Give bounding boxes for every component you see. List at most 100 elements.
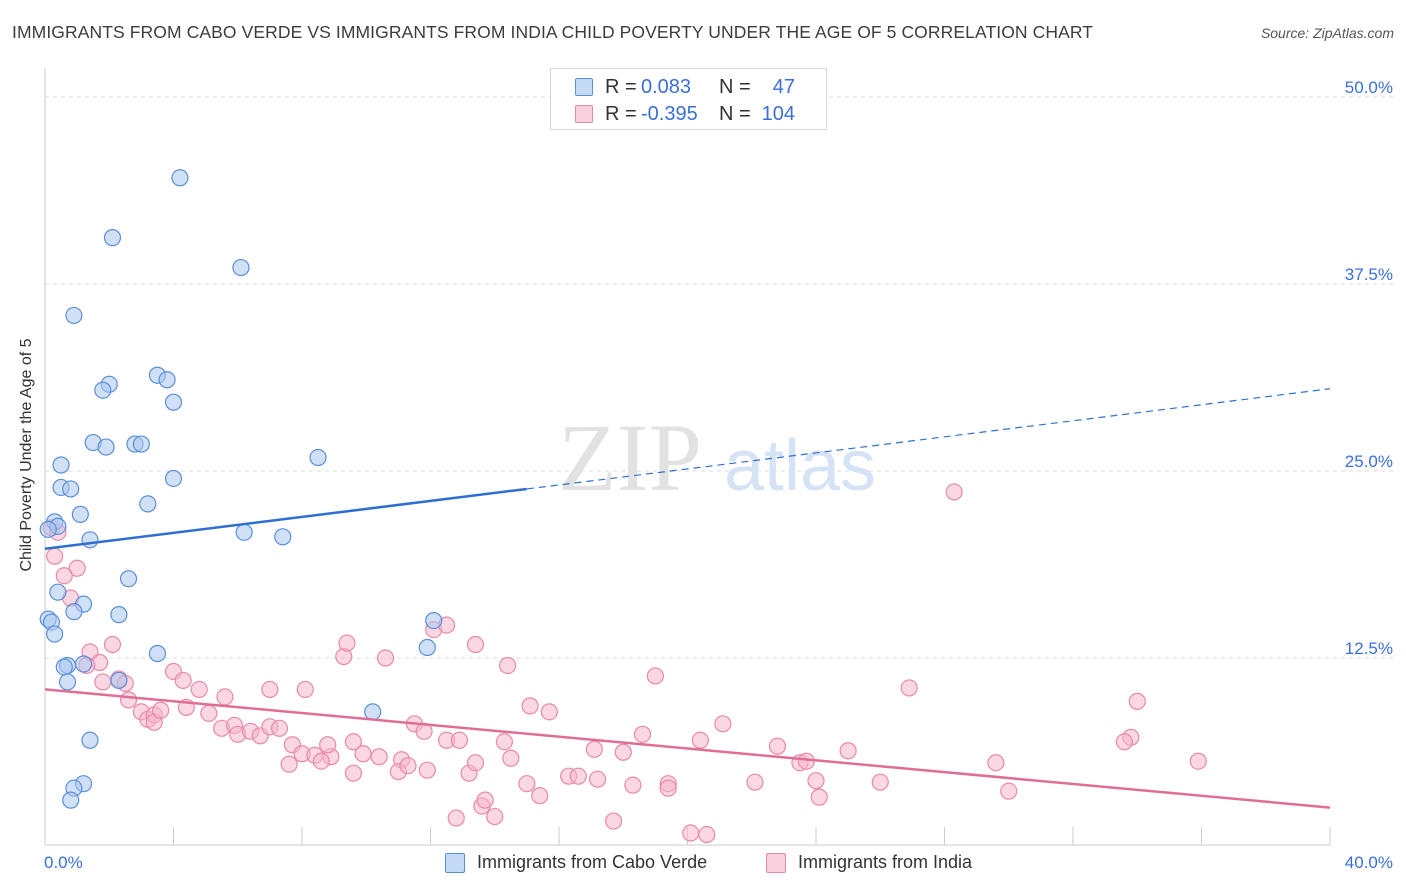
- india-point: [216, 688, 234, 706]
- cabo-verde-point: [65, 603, 83, 621]
- cabo-verde-point: [39, 520, 57, 538]
- legend-r-label: R =: [605, 102, 637, 125]
- india-point: [945, 483, 963, 501]
- cabo-verde-point: [132, 435, 150, 453]
- india-point: [450, 731, 469, 749]
- india-point: [810, 788, 828, 806]
- india-point: [376, 649, 395, 667]
- chart-title: IMMIGRANTS FROM CABO VERDE VS IMMIGRANTS…: [12, 22, 1094, 42]
- india-point: [344, 764, 362, 782]
- legend-r-label: R =: [605, 75, 637, 98]
- india-point: [319, 736, 337, 754]
- india-point: [714, 715, 732, 733]
- cabo-verde-point: [62, 480, 80, 498]
- legend-row-cabo-verde: R = 0.083 N = 47: [575, 76, 795, 98]
- watermark-atlas: atlas: [724, 426, 876, 506]
- bottom-legend-swatch-blue: [445, 852, 465, 873]
- cabo-verde-point: [164, 469, 183, 488]
- india-point: [466, 635, 485, 654]
- india-point: [521, 697, 539, 715]
- y-tick-labels: 12.5% 25.0% 37.5% 50.0%: [1345, 78, 1393, 658]
- india-point: [296, 680, 314, 699]
- cabo-verde-point: [164, 393, 183, 411]
- india-point: [103, 635, 122, 654]
- cabo-verde-points: [39, 169, 443, 809]
- cabo-verde-point: [81, 531, 99, 549]
- india-point: [68, 559, 86, 577]
- y-tick-label: 50.0%: [1345, 78, 1393, 97]
- india-point: [797, 752, 815, 770]
- india-point: [55, 567, 73, 585]
- legend-n-label: N =: [719, 75, 751, 98]
- india-point: [605, 812, 623, 830]
- india-point: [280, 755, 298, 773]
- y-tick-label: 25.0%: [1345, 452, 1393, 471]
- india-point: [900, 679, 918, 697]
- cabo-verde-point: [65, 306, 83, 325]
- cabo-verde-point: [81, 731, 99, 749]
- india-point: [1189, 752, 1207, 770]
- india-point: [399, 757, 417, 775]
- india-point: [447, 809, 465, 827]
- cabo-verde-point: [119, 570, 138, 588]
- india-point: [200, 704, 218, 722]
- x-tick-label-min: 0.0%: [44, 853, 83, 872]
- india-point: [370, 748, 388, 766]
- india-point: [540, 703, 558, 721]
- bottom-legend-india: Immigrants from India: [766, 852, 972, 873]
- india-point: [698, 825, 716, 844]
- india-point: [569, 767, 587, 785]
- cabo-verde-point: [52, 456, 70, 474]
- x-tick-label-max: 40.0%: [1344, 853, 1393, 872]
- cabo-verde-point: [309, 448, 327, 467]
- legend-n-value: 104: [761, 102, 795, 125]
- y-tick-label: 12.5%: [1345, 639, 1393, 658]
- cabo-verde-trend-extension: [526, 388, 1331, 490]
- india-point: [614, 743, 632, 761]
- india-points: [42, 483, 1207, 844]
- legend-swatch-blue: [575, 78, 593, 96]
- india-point: [659, 779, 677, 797]
- legend-n-label: N =: [719, 102, 751, 125]
- india-point: [746, 773, 764, 791]
- grid-lines: [45, 96, 1395, 659]
- trend-lines: [44, 388, 1331, 809]
- india-point: [807, 772, 825, 790]
- india-point: [871, 773, 889, 791]
- india-point: [1128, 692, 1146, 710]
- india-point: [987, 754, 1005, 772]
- cabo-verde-point: [110, 671, 128, 690]
- india-point: [94, 673, 112, 691]
- legend-r-value: -0.395: [641, 102, 698, 125]
- cabo-verde-point: [148, 644, 167, 663]
- cabo-verde-point: [158, 371, 176, 389]
- legend-swatch-pink: [575, 105, 593, 123]
- india-point: [338, 634, 356, 652]
- cabo-verde-point: [425, 611, 443, 630]
- india-point: [152, 701, 170, 719]
- cabo-verde-point: [71, 505, 89, 523]
- bottom-legend-swatch-pink: [766, 852, 786, 873]
- axes: [44, 68, 1331, 846]
- cabo-verde-trend-line: [44, 487, 528, 551]
- correlation-legend: R = 0.083 N = 47 R = -0.395 N = 104: [550, 68, 827, 130]
- cabo-verde-point: [58, 673, 77, 691]
- india-point: [476, 791, 494, 809]
- india-point: [418, 761, 436, 779]
- india-point: [495, 733, 513, 751]
- legend-n-value: 47: [772, 75, 795, 98]
- watermark: ZIP atlas: [558, 404, 876, 511]
- cabo-verde-point: [74, 655, 93, 673]
- india-trend-line: [44, 688, 1331, 809]
- chart-source: Source: ZipAtlas.com: [1260, 25, 1394, 41]
- india-point: [190, 680, 208, 699]
- india-point: [499, 656, 517, 675]
- india-point: [344, 733, 362, 751]
- india-point: [768, 737, 787, 755]
- india-point: [270, 719, 289, 737]
- india-point: [502, 749, 520, 767]
- cabo-verde-point: [232, 258, 250, 277]
- india-point: [588, 770, 607, 788]
- cabo-verde-point: [55, 658, 73, 676]
